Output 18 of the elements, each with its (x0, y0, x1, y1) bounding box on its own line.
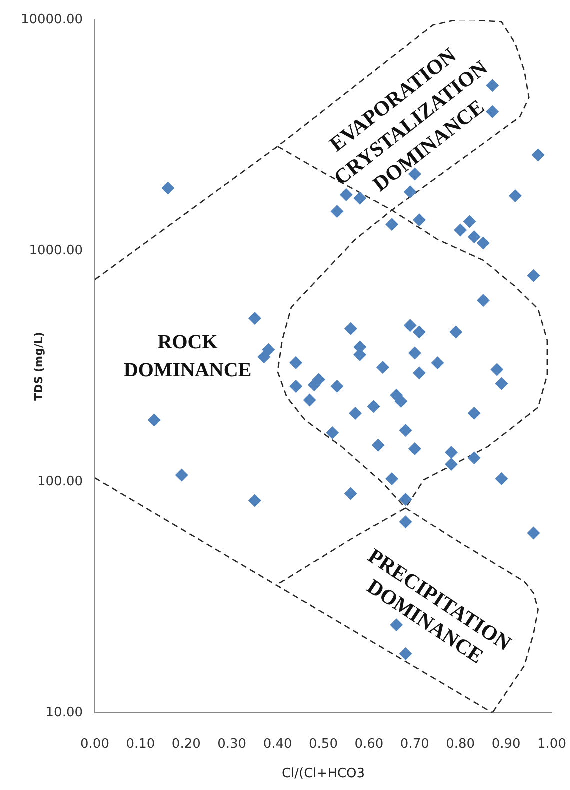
y-tick-label: 100.00 (38, 474, 83, 490)
x-tick-label: 1.00 (538, 737, 566, 752)
y-axis-title: TDS (mg/L) (32, 332, 46, 401)
y-tick-label: 10000.00 (20, 12, 83, 28)
annotation: ROCK DOMINANCE (124, 332, 252, 382)
x-tick-label: 0.50 (309, 737, 338, 752)
x-axis-title: Cl/(Cl+HCO3 (282, 766, 366, 782)
x-tick-label: 0.60 (354, 737, 384, 752)
x-tick-label: 0.70 (400, 737, 430, 752)
y-tick-label: 1000.00 (29, 243, 83, 258)
x-tick-label: 0.20 (172, 737, 201, 752)
x-tick-label: 0.30 (218, 737, 247, 752)
x-tick-label: 0.90 (492, 737, 521, 752)
x-tick-label: 0.00 (80, 737, 110, 752)
x-tick-label: 0.10 (126, 737, 156, 752)
x-tick-label: 0.80 (446, 737, 476, 752)
x-tick-label: 0.40 (263, 737, 292, 752)
y-tick-label: 10.00 (46, 705, 83, 720)
